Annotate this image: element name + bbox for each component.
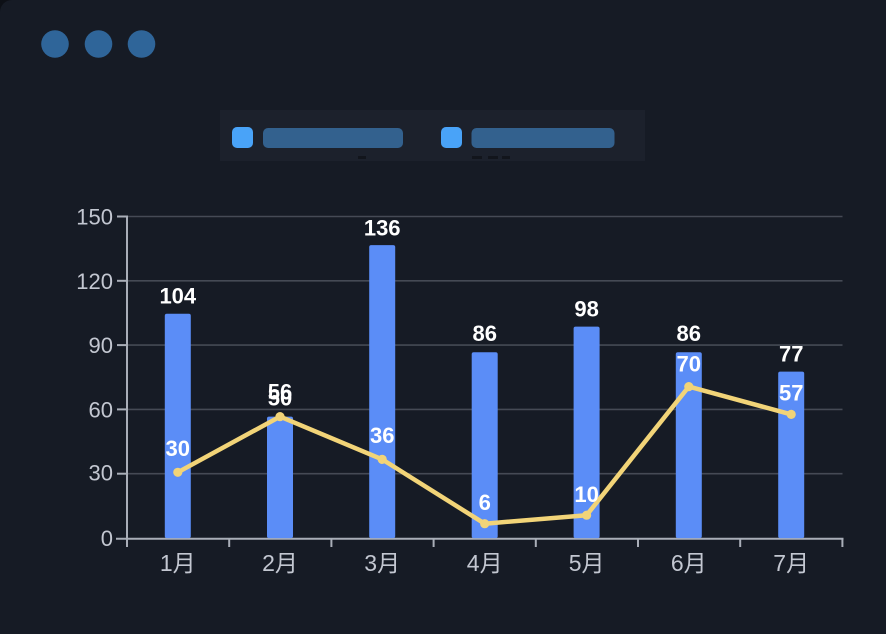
svg-text:56: 56	[268, 380, 292, 405]
svg-text:50: 50	[268, 386, 292, 411]
svg-text:57: 57	[779, 380, 803, 405]
svg-text:136: 136	[364, 216, 401, 241]
svg-text:36: 36	[370, 423, 394, 448]
svg-text:5月: 5月	[569, 550, 605, 576]
svg-text:98: 98	[574, 297, 598, 322]
svg-text:90: 90	[89, 333, 113, 358]
svg-text:150: 150	[76, 205, 113, 230]
svg-text:3月: 3月	[364, 550, 400, 576]
svg-text:86: 86	[677, 321, 701, 346]
svg-text:7月: 7月	[773, 550, 809, 576]
svg-text:120: 120	[76, 269, 113, 294]
svg-text:2月: 2月	[262, 550, 298, 576]
svg-text:104: 104	[159, 284, 196, 309]
svg-text:86: 86	[472, 321, 496, 346]
svg-text:0: 0	[101, 526, 113, 551]
svg-text:77: 77	[779, 342, 803, 367]
svg-text:4月: 4月	[467, 550, 503, 576]
svg-text:70: 70	[677, 352, 701, 377]
svg-text:6月: 6月	[671, 550, 707, 576]
svg-text:30: 30	[89, 461, 113, 486]
svg-text:60: 60	[89, 397, 113, 422]
svg-text:6: 6	[479, 490, 491, 515]
svg-text:10: 10	[574, 482, 598, 507]
svg-text:1月: 1月	[160, 550, 196, 576]
svg-text:30: 30	[166, 436, 190, 461]
